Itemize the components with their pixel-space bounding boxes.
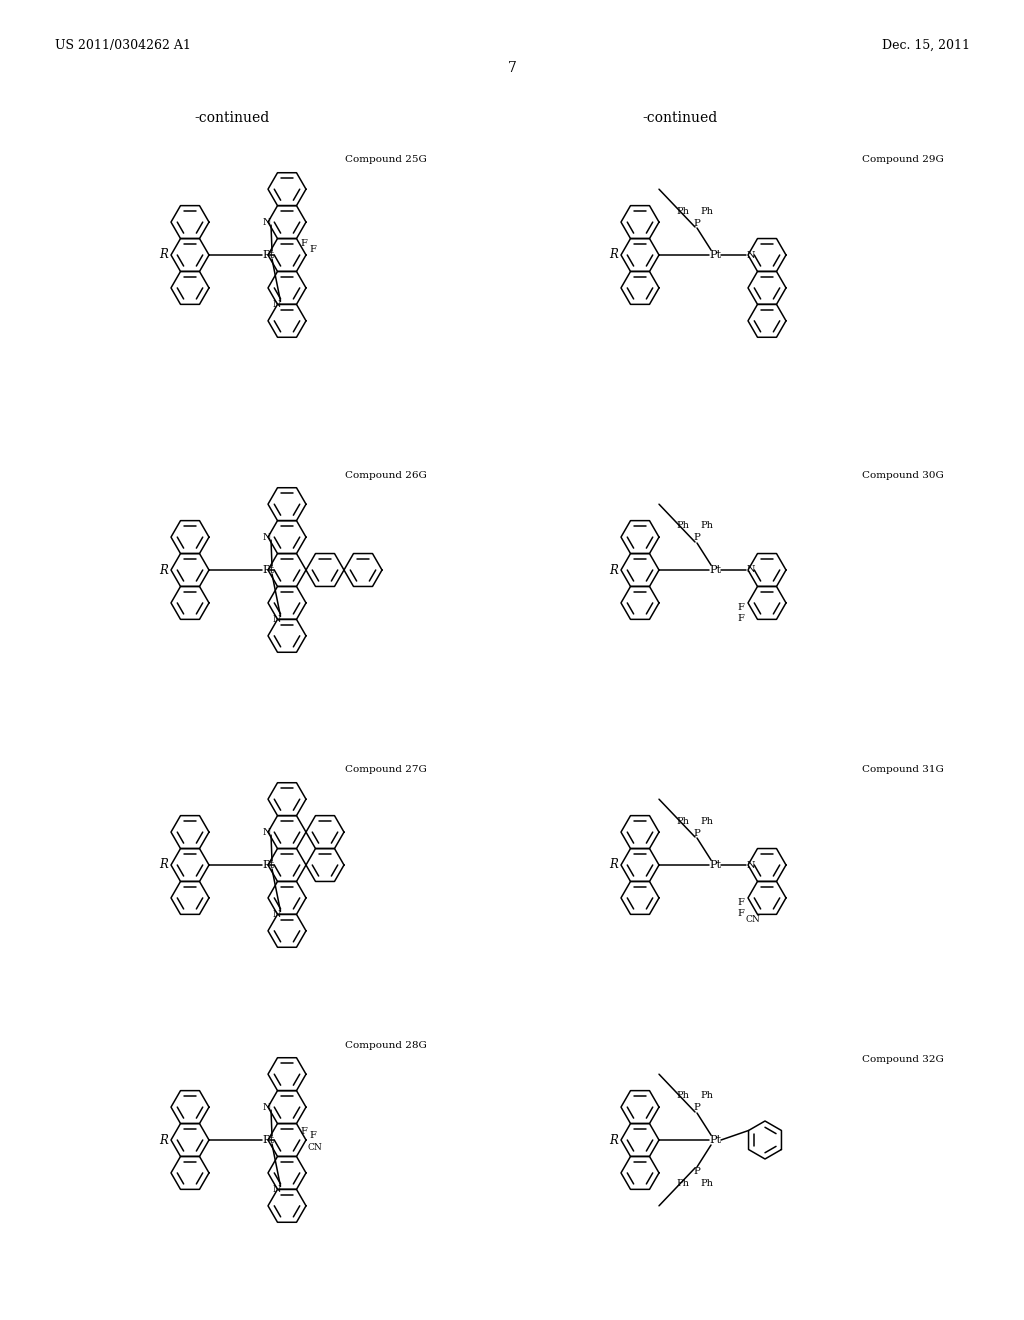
Text: CN: CN xyxy=(745,915,761,924)
Text: Compound 28G: Compound 28G xyxy=(345,1040,427,1049)
Text: Compound 32G: Compound 32G xyxy=(862,1056,944,1064)
Text: -continued: -continued xyxy=(195,111,269,125)
Text: Ph: Ph xyxy=(700,1092,714,1101)
Text: Compound 31G: Compound 31G xyxy=(862,766,944,775)
Text: N: N xyxy=(263,532,271,541)
Text: Pt: Pt xyxy=(709,861,721,870)
Text: Ph: Ph xyxy=(677,1180,689,1188)
Text: Pt: Pt xyxy=(262,565,274,576)
Text: Compound 30G: Compound 30G xyxy=(862,470,944,479)
Text: N: N xyxy=(272,1185,281,1193)
Text: CN: CN xyxy=(307,1143,323,1151)
Text: Compound 25G: Compound 25G xyxy=(345,156,427,165)
Text: R: R xyxy=(609,564,618,577)
Text: Ph: Ph xyxy=(677,1092,689,1101)
Text: F: F xyxy=(300,1127,307,1137)
Text: N: N xyxy=(746,565,756,574)
Text: 7: 7 xyxy=(508,61,516,75)
Text: Ph: Ph xyxy=(700,817,714,825)
Text: Pt: Pt xyxy=(262,249,274,260)
Text: N: N xyxy=(272,300,281,309)
Text: R: R xyxy=(160,564,168,577)
Text: N: N xyxy=(272,909,281,919)
Text: F: F xyxy=(309,246,316,255)
Text: N: N xyxy=(746,861,756,870)
Text: N: N xyxy=(263,828,271,837)
Text: N: N xyxy=(746,251,756,260)
Text: Dec. 15, 2011: Dec. 15, 2011 xyxy=(882,38,970,51)
Text: R: R xyxy=(609,858,618,871)
Text: Pt: Pt xyxy=(709,565,721,576)
Text: R: R xyxy=(160,248,168,261)
Text: Pt: Pt xyxy=(262,1135,274,1144)
Text: Ph: Ph xyxy=(700,521,714,531)
Text: Compound 29G: Compound 29G xyxy=(862,156,944,165)
Text: R: R xyxy=(160,858,168,871)
Text: Pt: Pt xyxy=(262,861,274,870)
Text: P: P xyxy=(693,219,700,227)
Text: Ph: Ph xyxy=(677,817,689,825)
Text: Pt: Pt xyxy=(709,1135,721,1144)
Text: -continued: -continued xyxy=(642,111,718,125)
Text: US 2011/0304262 A1: US 2011/0304262 A1 xyxy=(55,38,190,51)
Text: Pt: Pt xyxy=(709,249,721,260)
Text: F: F xyxy=(309,1130,316,1139)
Text: R: R xyxy=(160,1134,168,1147)
Text: N: N xyxy=(272,615,281,624)
Text: R: R xyxy=(609,1134,618,1147)
Text: F: F xyxy=(737,909,744,919)
Text: P: P xyxy=(693,1104,700,1113)
Text: F: F xyxy=(737,603,744,612)
Text: P: P xyxy=(693,533,700,543)
Text: F: F xyxy=(737,899,744,907)
Text: Ph: Ph xyxy=(677,206,689,215)
Text: Ph: Ph xyxy=(700,206,714,215)
Text: Compound 26G: Compound 26G xyxy=(345,470,427,479)
Text: Ph: Ph xyxy=(677,521,689,531)
Text: R: R xyxy=(609,248,618,261)
Text: F: F xyxy=(300,239,307,248)
Text: Ph: Ph xyxy=(700,1180,714,1188)
Text: P: P xyxy=(693,1167,700,1176)
Text: F: F xyxy=(737,614,744,623)
Text: P: P xyxy=(693,829,700,837)
Text: N: N xyxy=(263,1102,271,1111)
Text: N: N xyxy=(263,218,271,227)
Text: Compound 27G: Compound 27G xyxy=(345,766,427,775)
